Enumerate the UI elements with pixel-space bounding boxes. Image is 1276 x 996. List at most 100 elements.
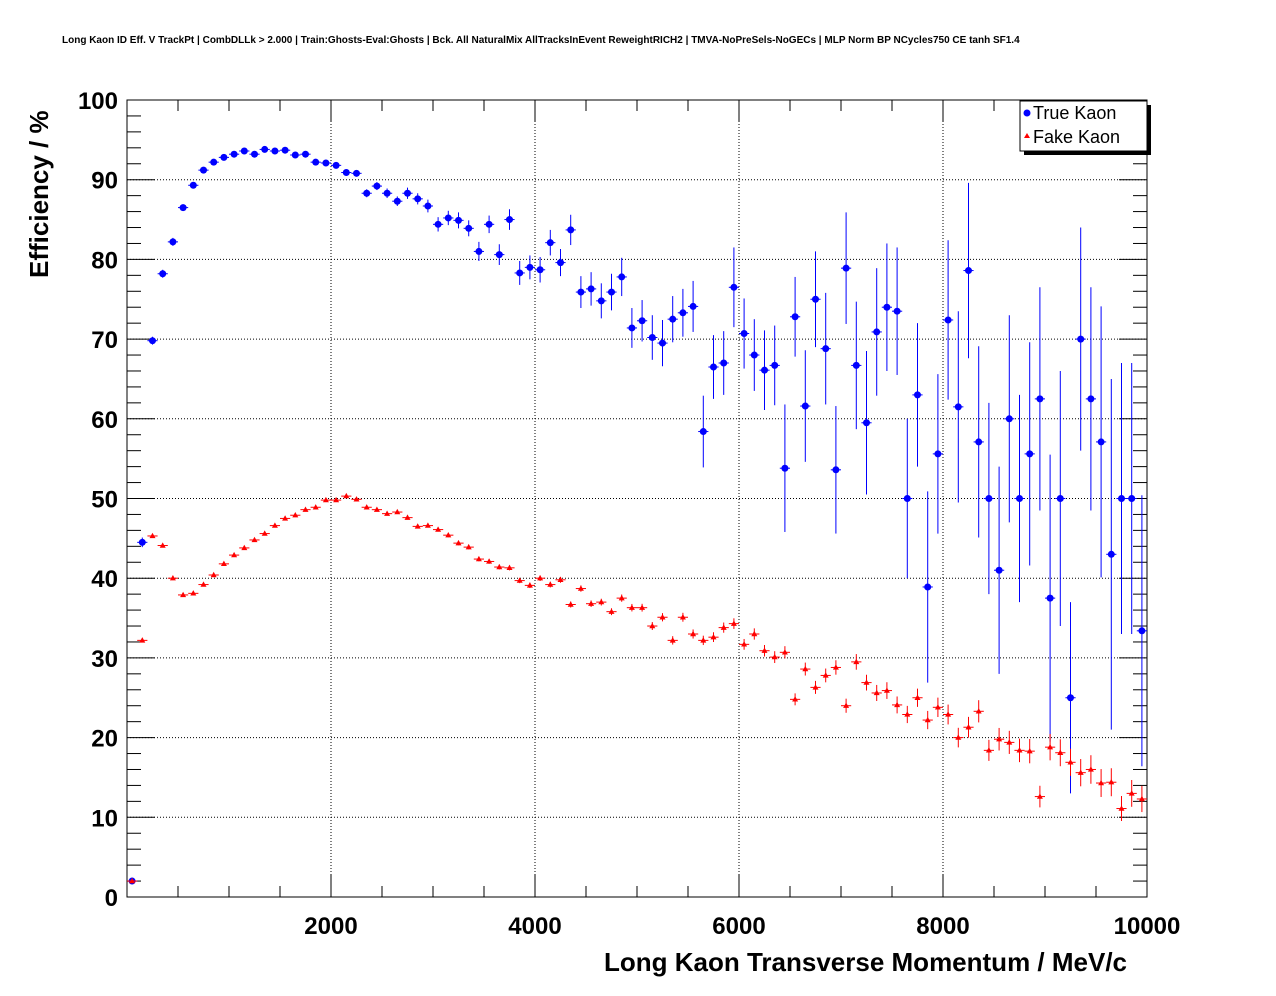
data-point bbox=[547, 581, 554, 587]
legend: True Kaon Fake Kaon bbox=[1019, 100, 1151, 155]
data-point bbox=[873, 689, 880, 696]
data-point bbox=[914, 694, 921, 700]
data-point bbox=[1077, 769, 1084, 775]
data-point bbox=[302, 150, 309, 158]
data-point bbox=[210, 571, 217, 578]
data-point bbox=[679, 614, 686, 620]
data-point bbox=[179, 204, 187, 212]
data-point bbox=[322, 159, 330, 167]
data-point bbox=[506, 216, 513, 224]
data-point bbox=[169, 238, 177, 246]
data-point bbox=[251, 536, 258, 543]
data-point bbox=[699, 428, 707, 436]
data-point bbox=[302, 506, 309, 512]
data-point bbox=[873, 328, 881, 336]
data-point bbox=[832, 664, 839, 670]
data-point bbox=[333, 496, 340, 503]
data-point bbox=[914, 391, 921, 399]
data-point bbox=[741, 641, 748, 647]
data-point bbox=[720, 359, 728, 367]
data-point bbox=[965, 724, 972, 730]
data-point bbox=[261, 530, 268, 536]
data-point bbox=[944, 316, 952, 324]
data-point bbox=[1138, 627, 1146, 635]
data-point bbox=[1107, 550, 1115, 558]
y-tick-label: 100 bbox=[78, 88, 118, 115]
data-point bbox=[200, 581, 207, 587]
data-point bbox=[1118, 805, 1125, 811]
data-point bbox=[1098, 779, 1105, 786]
data-point bbox=[679, 309, 687, 317]
data-point bbox=[710, 633, 717, 640]
data-series bbox=[127, 145, 1147, 885]
data-point bbox=[965, 267, 972, 275]
x-tick-label: 2000 bbox=[304, 913, 357, 940]
data-point bbox=[598, 598, 605, 605]
data-point bbox=[536, 266, 544, 274]
y-tick-label: 60 bbox=[91, 407, 118, 434]
data-point bbox=[648, 334, 656, 342]
data-point bbox=[669, 637, 676, 643]
data-point bbox=[781, 649, 788, 655]
data-point bbox=[740, 330, 748, 338]
data-point bbox=[883, 303, 891, 311]
data-point bbox=[424, 522, 431, 528]
y-tick-label: 80 bbox=[91, 247, 118, 274]
y-tick-label: 40 bbox=[91, 566, 118, 593]
grid-lines bbox=[127, 100, 1147, 897]
data-point bbox=[149, 337, 156, 345]
data-point bbox=[322, 496, 329, 503]
data-point bbox=[332, 161, 340, 169]
data-point bbox=[954, 403, 962, 411]
data-point bbox=[281, 146, 289, 154]
data-point bbox=[486, 558, 493, 564]
data-point bbox=[1128, 495, 1136, 502]
data-point bbox=[200, 166, 207, 174]
data-point bbox=[771, 653, 778, 660]
x-tick-label: 4000 bbox=[508, 913, 561, 940]
data-point bbox=[231, 551, 238, 558]
data-point bbox=[832, 466, 840, 474]
data-point bbox=[465, 543, 472, 550]
data-point bbox=[587, 285, 595, 293]
data-point bbox=[404, 189, 411, 197]
data-point bbox=[159, 270, 167, 278]
data-point bbox=[312, 504, 319, 510]
legend-box bbox=[1019, 100, 1148, 152]
data-point bbox=[149, 532, 156, 539]
data-point bbox=[343, 492, 350, 499]
data-point bbox=[435, 526, 442, 532]
data-point bbox=[557, 576, 564, 582]
data-point bbox=[842, 264, 850, 272]
data-point bbox=[995, 566, 1003, 574]
data-point bbox=[710, 363, 717, 371]
data-point bbox=[812, 684, 819, 690]
data-point bbox=[546, 239, 554, 247]
data-point bbox=[210, 158, 218, 166]
data-point bbox=[588, 600, 595, 606]
data-point bbox=[404, 514, 411, 520]
legend-label-true-kaon: True Kaon bbox=[1033, 103, 1116, 123]
data-point bbox=[445, 531, 452, 538]
data-point bbox=[465, 224, 473, 232]
data-point bbox=[975, 708, 982, 714]
data-point bbox=[189, 181, 197, 189]
data-point bbox=[649, 622, 656, 629]
data-point bbox=[475, 555, 482, 562]
data-point bbox=[567, 601, 574, 607]
data-point bbox=[975, 438, 983, 446]
data-point bbox=[129, 877, 136, 884]
data-point bbox=[516, 577, 523, 583]
data-point bbox=[1067, 759, 1074, 765]
x-axis-title: Long Kaon Transverse Momentum / MeV/c bbox=[604, 947, 1127, 977]
data-point bbox=[904, 711, 911, 717]
data-point bbox=[1067, 694, 1074, 702]
data-point bbox=[373, 182, 381, 190]
data-point bbox=[230, 150, 238, 158]
data-point bbox=[750, 351, 758, 359]
data-point bbox=[1036, 395, 1044, 403]
data-point bbox=[190, 590, 197, 596]
data-point bbox=[393, 197, 401, 205]
data-point bbox=[363, 189, 371, 197]
